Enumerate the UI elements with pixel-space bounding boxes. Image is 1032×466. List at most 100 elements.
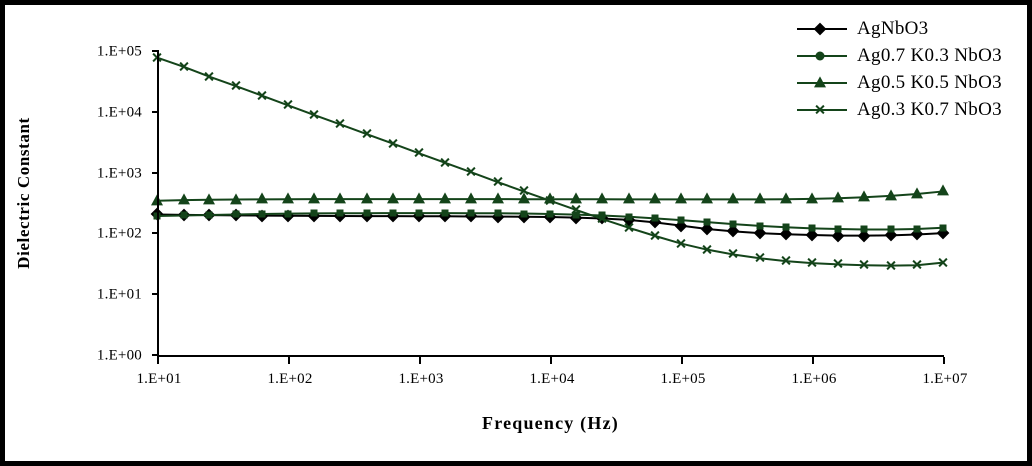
legend-item-0[interactable]: AgNbO3 <box>795 15 1025 42</box>
data-point-cross <box>256 90 267 101</box>
data-point-triangle <box>701 192 714 204</box>
data-point-triangle <box>648 192 661 204</box>
x-axis-tick: 1.E+07 <box>922 357 967 387</box>
y-axis-tick-label: 1.E+02 <box>96 225 142 242</box>
data-point-cross <box>649 230 660 241</box>
data-point-triangle <box>229 192 242 204</box>
y-axis-tick-label: 1.E+04 <box>96 104 142 121</box>
legend-label: Ag0.3 K0.7 NbO3 <box>857 98 1002 120</box>
data-point-triangle <box>570 192 583 204</box>
data-point-square <box>782 223 790 231</box>
data-point-triangle <box>517 192 530 204</box>
data-point-square <box>310 209 318 217</box>
data-point-square <box>258 210 266 218</box>
x-axis-tick: 1.E+02 <box>267 357 312 387</box>
legend-item-2[interactable]: Ag0.5 K0.5 NbO3 <box>795 69 1025 96</box>
legend-label: Ag0.7 K0.3 NbO3 <box>857 44 1002 66</box>
data-point-triangle <box>727 192 740 204</box>
x-axis-tick: 1.E+06 <box>791 357 836 387</box>
data-point-cross <box>885 260 896 271</box>
data-point-triangle <box>910 187 923 199</box>
y-axis-title-wrap: Dielectric Constant <box>5 5 33 269</box>
data-point-cross <box>571 204 582 215</box>
legend-item-3[interactable]: Ag0.3 K0.7 NbO3 <box>795 96 1025 123</box>
data-point-square <box>520 210 528 218</box>
data-point-cross <box>597 214 608 225</box>
data-point-cross <box>780 256 791 267</box>
data-point-square <box>389 209 397 217</box>
data-point-triangle <box>832 191 845 203</box>
y-axis-tick-label: 1.E+01 <box>96 286 142 303</box>
data-point-triangle <box>203 193 216 205</box>
data-point-cross <box>807 258 818 269</box>
data-point-cross <box>676 238 687 249</box>
data-point-cross <box>623 222 634 233</box>
data-point-triangle <box>779 192 792 204</box>
data-point-cross <box>335 119 346 130</box>
data-point-square <box>756 222 764 230</box>
x-axis: 1.E+01 1.E+02 1.E+03 1.E+04 1.E+05 1.E+06 1.E+… <box>136 355 967 387</box>
legend-item-1[interactable]: Ag0.7 K0.3 NbO3 <box>795 42 1025 69</box>
x-axis-tick-label: 1.E+07 <box>922 371 968 387</box>
data-point-square <box>703 218 711 226</box>
data-point-square <box>494 209 502 217</box>
data-point-cross <box>492 177 503 188</box>
data-point-cross <box>833 259 844 270</box>
data-point-square <box>651 214 659 222</box>
y-axis-tick-label: 1.E+00 <box>96 347 142 364</box>
data-point-cross <box>440 157 451 168</box>
data-point-square <box>363 209 371 217</box>
data-point-cross <box>309 109 320 120</box>
y-axis-tick: 1.E+05 <box>97 44 159 60</box>
chart-frame: 1.E+00 1.E+01 1.E+02 1.E+03 1.E+04 1.E+05 1.E… <box>5 5 1027 461</box>
data-point-cross <box>230 81 241 92</box>
data-point-square <box>284 210 292 218</box>
data-point-cross <box>911 260 922 271</box>
chart-legend: AgNbO3 Ag0.7 K0.3 NbO3 Ag0.5 K0.5 NbO3 Ag0.… <box>795 15 1025 123</box>
data-point-cross <box>545 195 556 206</box>
data-point-cross <box>938 257 949 268</box>
data-point-triangle <box>491 192 504 204</box>
data-point-square <box>860 225 868 233</box>
data-point-square <box>625 213 633 221</box>
data-point-square <box>939 224 947 232</box>
data-point-triangle <box>884 189 897 201</box>
data-point-cross <box>518 186 529 197</box>
x-axis-tick: 1.E+03 <box>398 357 443 387</box>
y-axis: 1.E+00 1.E+01 1.E+02 1.E+03 1.E+04 1.E+05 <box>97 44 159 364</box>
y-axis-tick: 1.E+01 <box>97 287 159 303</box>
y-axis-tick: 1.E+00 <box>97 348 159 364</box>
data-point-cross <box>387 138 398 149</box>
data-point-square <box>232 210 240 218</box>
data-point-triangle <box>255 192 268 204</box>
data-point-triangle <box>360 192 373 204</box>
y-axis-tick-label: 1.E+03 <box>96 165 142 182</box>
data-point-cross <box>754 253 765 264</box>
data-point-triangle <box>596 192 609 204</box>
data-point-cross <box>414 148 425 159</box>
data-point-triangle <box>622 192 635 204</box>
legend-key <box>795 100 849 120</box>
y-axis-tick: 1.E+04 <box>97 104 159 120</box>
x-axis-tick-label: 1.E+05 <box>660 371 706 387</box>
legend-marker-cross-icon <box>815 104 826 115</box>
legend-marker-diamond-icon <box>813 22 827 35</box>
data-point-square <box>887 225 895 233</box>
data-point-triangle <box>937 184 949 196</box>
data-point-cross <box>702 244 713 255</box>
data-point-cross <box>204 71 215 82</box>
data-point-triangle <box>334 192 347 204</box>
x-axis-tick-label: 1.E+06 <box>791 371 837 387</box>
data-point-triangle <box>308 192 321 204</box>
data-point-triangle <box>439 192 452 204</box>
x-axis-tick-label: 1.E+03 <box>398 371 444 387</box>
legend-label: AgNbO3 <box>857 17 929 39</box>
data-point-triangle <box>753 192 766 204</box>
data-point-square <box>677 216 685 224</box>
data-point-square <box>729 220 737 228</box>
data-point-square <box>913 225 921 233</box>
data-point-square <box>441 209 449 217</box>
x-axis-tick: 1.E+04 <box>529 357 574 387</box>
data-point-triangle <box>282 192 294 204</box>
data-point-cross <box>178 61 189 72</box>
